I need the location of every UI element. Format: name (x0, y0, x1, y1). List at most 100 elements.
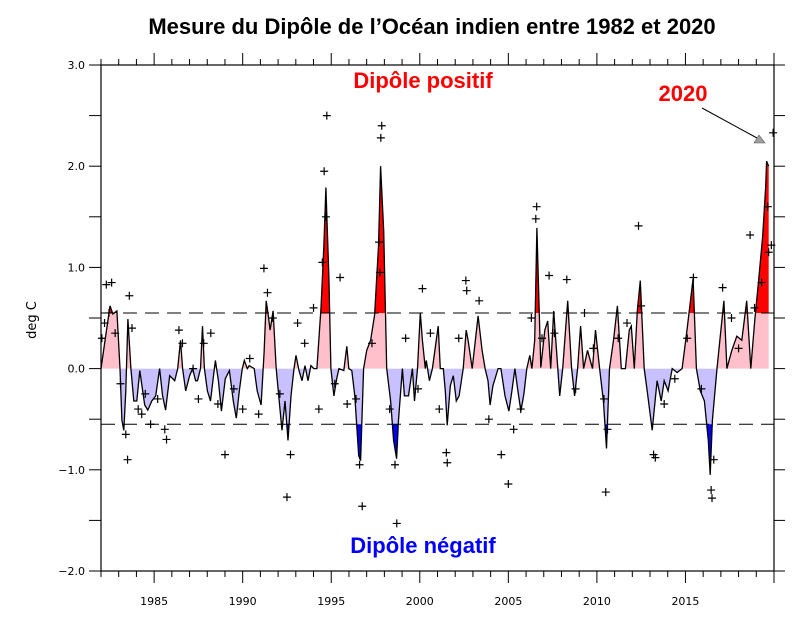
y-tick-label: −2.0 (58, 565, 85, 578)
x-tick-label: 1990 (229, 595, 257, 608)
data-cross (330, 379, 339, 388)
data-cross (286, 450, 295, 459)
data-cross (637, 301, 646, 310)
data-cross (104, 308, 113, 317)
data-cross (527, 314, 536, 322)
data-cross (146, 420, 155, 429)
data-cross (282, 493, 291, 502)
y-axis-label: deg C (25, 301, 40, 339)
data-cross (426, 329, 435, 338)
data-cross (355, 460, 364, 469)
negative-strong-fill (122, 424, 713, 475)
data-cross (414, 384, 423, 393)
x-tick-label: 2015 (671, 595, 699, 608)
data-cross (475, 296, 484, 305)
data-cross (263, 288, 272, 297)
data-cross (314, 405, 323, 414)
data-cross (689, 273, 698, 282)
data-cross (300, 339, 309, 348)
data-cross (245, 354, 254, 363)
x-tick-label: 2000 (406, 595, 434, 608)
y-tick-label: 3.0 (68, 59, 86, 72)
x-tick-label: 2010 (583, 595, 611, 608)
data-cross (375, 238, 384, 247)
data-cross (401, 334, 410, 343)
data-cross (707, 486, 716, 495)
data-cross (484, 415, 493, 424)
positive-dipole-label: Dipôle positif (353, 68, 493, 93)
data-cross (376, 133, 385, 142)
data-cross (660, 400, 669, 409)
data-cross (537, 334, 546, 343)
y-tick-label: −1.0 (58, 464, 85, 477)
data-cross (268, 314, 277, 322)
data-cross (497, 450, 506, 459)
data-cross (153, 394, 162, 403)
smoothed-series-line (100, 160, 770, 475)
data-cross (336, 273, 345, 282)
data-cross (254, 410, 263, 419)
data-cross (309, 303, 318, 312)
data-cross (670, 374, 679, 383)
data-cross (734, 344, 743, 353)
data-cross (769, 128, 778, 137)
data-cross (220, 450, 229, 459)
data-cross (111, 329, 120, 338)
plot-frame (100, 64, 775, 572)
data-cross (683, 334, 692, 343)
data-cross (462, 286, 471, 295)
data-cross (352, 394, 361, 403)
data-cross (293, 319, 302, 328)
chart-title: Mesure du Dipôle de l’Océan indien entre… (148, 14, 715, 39)
data-cross (107, 278, 116, 287)
positive-strong-fill (108, 161, 769, 313)
data-cross (504, 479, 513, 488)
data-cross (377, 121, 386, 130)
data-cross (531, 214, 540, 223)
x-tick-label: 1985 (140, 595, 168, 608)
year-2020-label: 2020 (659, 81, 708, 106)
negative-weak-fill (120, 368, 717, 425)
positive-weak-fill (101, 312, 769, 369)
data-cross (275, 389, 284, 398)
y-tick-label: 0.0 (68, 363, 86, 376)
data-cross (718, 283, 727, 292)
data-cross (634, 221, 643, 230)
data-cross (727, 314, 736, 322)
data-cross (599, 394, 608, 403)
data-cross (134, 405, 143, 414)
data-cross (97, 334, 106, 343)
data-cross (708, 494, 717, 503)
data-cross (127, 324, 136, 333)
data-cross (709, 455, 718, 464)
data-cross (601, 488, 610, 497)
data-cross (229, 384, 238, 393)
data-cross (116, 379, 125, 388)
plot-area (97, 111, 778, 528)
data-cross (318, 258, 327, 267)
data-cross (160, 425, 169, 434)
data-cross (213, 400, 222, 409)
data-cross (443, 458, 452, 467)
data-cross (321, 212, 330, 221)
data-cross (516, 405, 525, 414)
data-cross (141, 389, 150, 398)
data-cross (442, 448, 451, 457)
data-cross (206, 329, 215, 338)
data-cross (320, 167, 329, 176)
data-cross (764, 248, 773, 257)
x-tick-label: 2005 (494, 595, 522, 608)
data-cross (100, 319, 109, 328)
data-cross (651, 453, 660, 462)
data-cross (562, 275, 571, 284)
data-cross (123, 455, 132, 464)
axes: 3.0 2.0 1.0 0.0 −1.0 −2.0 1985 1990 1995 2000 2005… (58, 53, 785, 608)
data-cross (757, 278, 766, 287)
data-cross (461, 276, 470, 285)
annotation-arrow-head-icon (753, 134, 766, 144)
data-cross (137, 410, 146, 419)
negative-dipole-label: Dipôle négatif (350, 533, 496, 558)
data-cross (199, 339, 208, 348)
x-tick-label: 1995 (317, 595, 345, 608)
